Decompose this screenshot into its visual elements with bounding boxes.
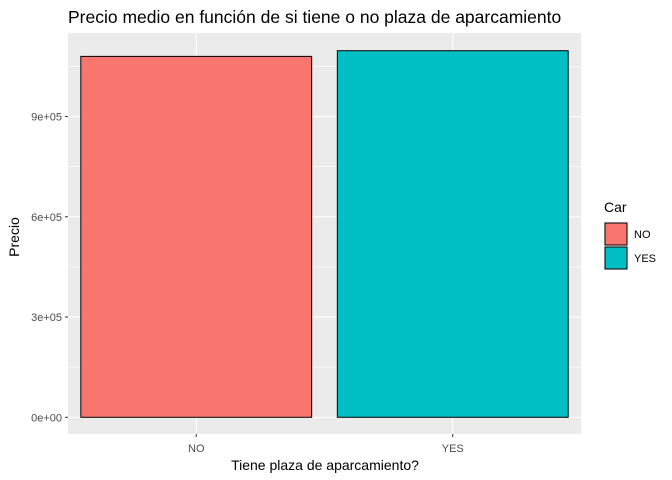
y-tick-label: 6e+05 bbox=[31, 212, 62, 224]
legend-swatch-yes bbox=[604, 246, 628, 270]
legend-label-no: NO bbox=[634, 229, 651, 241]
chart-title: Precio medio en función de si tiene o no… bbox=[68, 7, 561, 27]
y-tick-label: 3e+05 bbox=[31, 312, 62, 324]
y-axis: 0e+00 3e+05 6e+05 9e+05 bbox=[31, 112, 68, 424]
legend-swatch-no bbox=[604, 222, 628, 246]
x-tick-label: NO bbox=[188, 443, 205, 455]
legend-label-yes: YES bbox=[634, 253, 656, 265]
bar-no bbox=[80, 55, 313, 418]
y-tick-label: 9e+05 bbox=[31, 112, 62, 124]
legend-title: Car bbox=[604, 199, 627, 215]
y-tick-label: 0e+00 bbox=[31, 412, 62, 424]
x-tick-label: YES bbox=[442, 443, 464, 455]
x-axis-title: Tiene plaza de aparcamiento? bbox=[231, 457, 419, 473]
legend: Car NO YES bbox=[604, 199, 656, 270]
y-axis-title: Precio bbox=[6, 217, 22, 257]
bar-yes bbox=[336, 50, 569, 418]
x-axis: NO YES bbox=[188, 434, 464, 455]
bars bbox=[80, 50, 569, 418]
